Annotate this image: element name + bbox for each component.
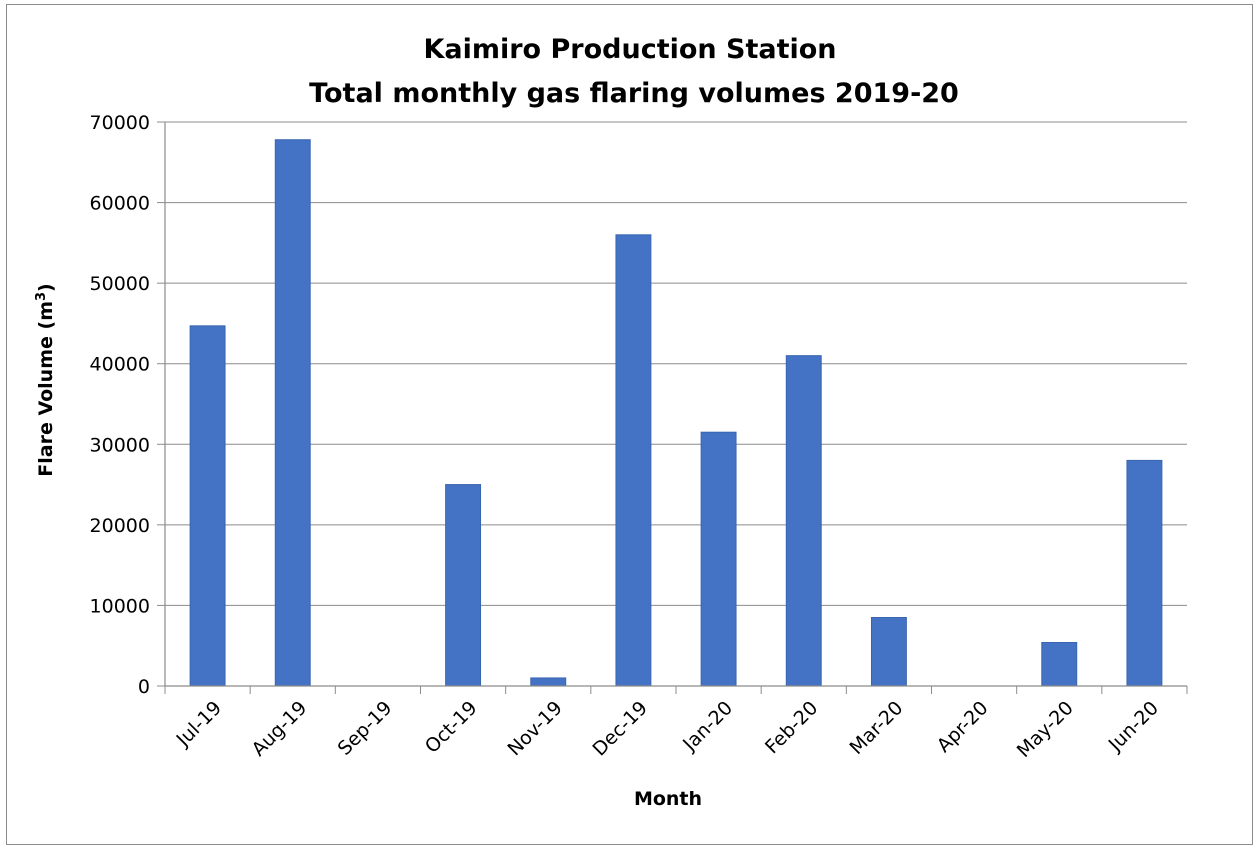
y-tick-label: 30000 bbox=[90, 434, 150, 456]
y-axis-title-superscript: 3 bbox=[34, 292, 49, 301]
bar-jul-19 bbox=[189, 325, 226, 687]
y-axis-title-main: Flare Volume (m bbox=[35, 301, 57, 477]
bars bbox=[189, 139, 1163, 687]
bar-aug-19 bbox=[274, 139, 311, 687]
x-tick-label: Jun-20 bbox=[1104, 697, 1163, 756]
x-tick-label: Jul-19 bbox=[172, 697, 226, 751]
y-tick-label: 10000 bbox=[90, 595, 150, 617]
x-tick-label: Dec-19 bbox=[588, 697, 652, 761]
bar-feb-20 bbox=[785, 355, 822, 687]
y-tick-label: 70000 bbox=[90, 112, 150, 134]
y-tick-label: 60000 bbox=[90, 193, 150, 215]
chart-title: Kaimiro Production Station bbox=[423, 34, 836, 65]
y-tick-label: 40000 bbox=[90, 354, 150, 376]
x-tick-label: Sep-19 bbox=[334, 697, 397, 760]
y-tick-label: 0 bbox=[138, 676, 150, 698]
y-tick-label: 50000 bbox=[90, 273, 150, 295]
bar-jan-20 bbox=[700, 431, 737, 687]
bar-mar-20 bbox=[870, 617, 907, 687]
y-tick-label: 20000 bbox=[90, 515, 150, 537]
x-tick-label: Feb-20 bbox=[761, 697, 822, 758]
bar-oct-19 bbox=[445, 484, 482, 687]
x-tick-label: May-20 bbox=[1013, 697, 1078, 762]
axes bbox=[164, 122, 1187, 687]
y-axis-title: Flare Volume (m3) bbox=[34, 283, 57, 476]
x-tick-label: Mar-20 bbox=[845, 697, 907, 759]
x-tick-label: Oct-19 bbox=[421, 697, 482, 758]
chart-subtitle: Total monthly gas flaring volumes 2019-2… bbox=[309, 78, 959, 109]
y-axis-title-close: ) bbox=[35, 283, 57, 292]
bar-nov-19 bbox=[530, 677, 567, 687]
gridlines bbox=[157, 121, 1188, 694]
x-tick-label: Apr-20 bbox=[933, 697, 993, 757]
x-tick-label: Jan-20 bbox=[678, 697, 737, 756]
y-tick-labels: 0 10000 20000 30000 40000 50000 60000 70000 bbox=[90, 112, 150, 698]
x-tick-labels: Jul-19 Aug-19 Sep-19 Oct-19 Nov-19 Dec-19 Jan-… bbox=[172, 697, 1163, 762]
bar-dec-19 bbox=[615, 234, 652, 687]
x-tick-label: Nov-19 bbox=[503, 697, 566, 760]
bar-jun-20 bbox=[1126, 459, 1163, 687]
bar-may-20 bbox=[1041, 641, 1078, 687]
x-axis-title: Month bbox=[634, 788, 702, 810]
x-tick-label: Aug-19 bbox=[248, 697, 312, 761]
